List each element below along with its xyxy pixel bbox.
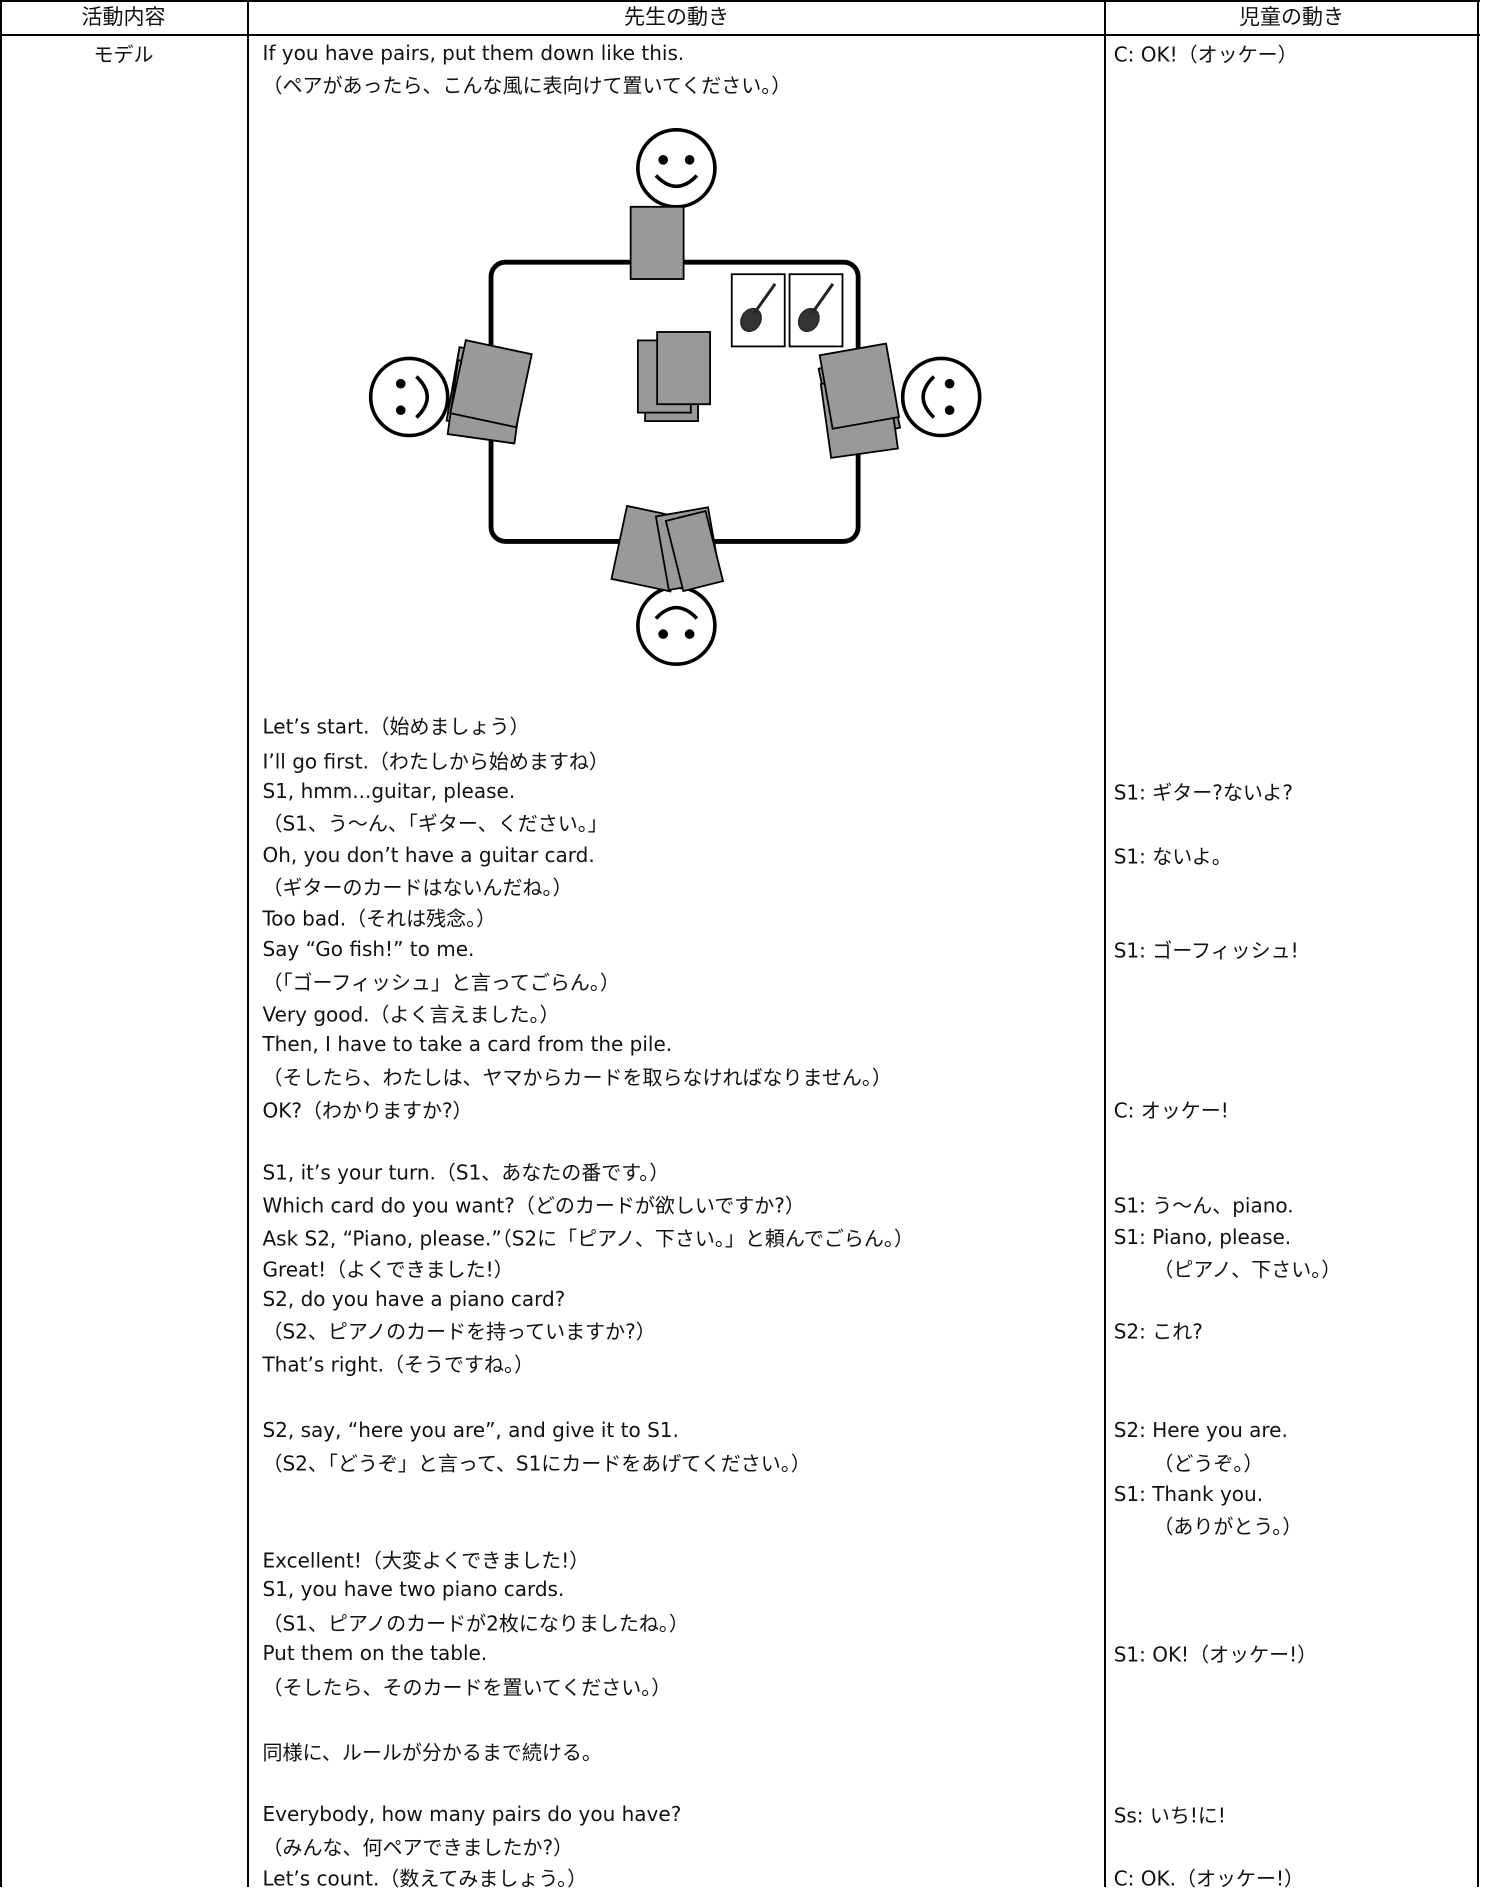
child-line: S1: ゴーフィッシュ! — [1113, 938, 1299, 963]
teacher-line: 同様に、ルールが分かるまで続ける。 — [262, 1740, 602, 1765]
teacher-line: S1, you have two piano cards. — [262, 1577, 565, 1602]
child-line: Ss: いち!に! — [1113, 1803, 1226, 1828]
child-line: C: OK.（オッケー!） — [1113, 1866, 1304, 1891]
teacher-line: （ペアがあったら、こんな風に表向けて置いてください。） — [262, 73, 792, 98]
teacher-line: Excellent!（大変よくできました!） — [262, 1548, 590, 1573]
teacher-line: I’ll go first.（わたしから始めますね） — [262, 749, 609, 774]
header-cell: 児童の動き — [1239, 5, 1344, 29]
teacher-line: OK?（わかりますか?） — [262, 1098, 473, 1123]
teacher-line: （「ゴーフィッシュ」と言ってごらん。） — [262, 970, 620, 995]
child-line: S1: Thank you. — [1113, 1482, 1264, 1507]
teacher-line: If you have pairs, put them down like th… — [262, 40, 685, 65]
teacher-line: Ask S2, “Piano, please.”（S2に「ピアノ、下さい。」と頼… — [262, 1226, 914, 1250]
teacher-line: （S1、ピアノのカードが2枚になりましたね。） — [262, 1611, 689, 1636]
child-line: C: オッケー! — [1113, 1098, 1229, 1123]
teacher-line: （みんな、何ペアできましたか?） — [262, 1835, 574, 1860]
child-line: C: OK!（オッケー） — [1113, 42, 1298, 67]
border — [1477, 0, 1479, 1887]
child-line: S1: ギター?ないよ? — [1113, 780, 1294, 805]
teacher-line: Say “Go fish!” to me. — [262, 936, 475, 961]
teacher-line: （S2、ピアノのカードを持っていますか?） — [262, 1319, 656, 1344]
border — [0, 0, 1480, 2]
teacher-line: S1, hmm...guitar, please. — [262, 779, 516, 804]
header-cell: 先生の動き — [624, 5, 729, 29]
child-line: S1: ないよ。 — [1113, 844, 1232, 869]
teacher-line: （ギターのカードはないんだね。） — [262, 875, 573, 900]
teacher-line: Very good.（よく言えました。） — [262, 1002, 560, 1027]
child-line: （どうぞ。） — [1153, 1451, 1264, 1476]
child-line: S2: Here you are. — [1113, 1418, 1288, 1443]
teacher-line: S1, it’s your turn.（S1、あなたの番です。） — [262, 1160, 670, 1185]
child-line: S2: これ? — [1113, 1319, 1203, 1344]
teacher-line: （そしたら、わたしは、ヤマからカードを取らなければなりません。） — [262, 1065, 892, 1090]
teacher-line: That’s right.（そうですね。） — [262, 1352, 534, 1377]
teacher-line: Everybody, how many pairs do you have? — [262, 1802, 682, 1827]
border — [247, 0, 249, 1887]
teacher-line: Which card do you want?（どのカードが欲しいですか?） — [262, 1193, 805, 1218]
teacher-line: S2, do you have a piano card? — [262, 1287, 566, 1312]
teacher-line: Let’s count.（数えてみましょう。） — [262, 1866, 588, 1891]
teacher-line: （S2、「どうぞ」と言って、S1にカードをあげてください。） — [262, 1451, 811, 1476]
teacher-line: （そしたら、そのカードを置いてください。） — [262, 1675, 672, 1700]
teacher-line: Then, I have to take a card from the pil… — [262, 1031, 673, 1056]
teacher-line: Put them on the table. — [262, 1641, 488, 1666]
activity: モデル — [93, 42, 154, 67]
border — [1104, 0, 1106, 1887]
child-line: S1: OK!（オッケー!） — [1113, 1642, 1318, 1667]
child-line: S1: Piano, please. — [1113, 1224, 1292, 1249]
card-diagram — [368, 127, 982, 666]
border — [0, 0, 2, 1887]
header-cell: 活動内容 — [81, 5, 166, 29]
child-line: （ありがとう。） — [1153, 1514, 1303, 1539]
teacher-line: （S1、う～ん、「ギター、ください。」 — [262, 811, 608, 836]
teacher-line: Too bad.（それは残念。） — [262, 906, 497, 931]
child-line: （ピアノ、下さい。） — [1153, 1257, 1342, 1282]
border — [0, 34, 1480, 36]
child-line: S1: う～ん、piano. — [1113, 1193, 1294, 1218]
teacher-line: Oh, you don’t have a guitar card. — [262, 842, 595, 867]
teacher-line: Let’s start.（始めましょう） — [262, 714, 530, 739]
teacher-line: Great!（よくできました!） — [262, 1257, 514, 1282]
teacher-line: S2, say, “here you are”, and give it to … — [262, 1418, 679, 1443]
